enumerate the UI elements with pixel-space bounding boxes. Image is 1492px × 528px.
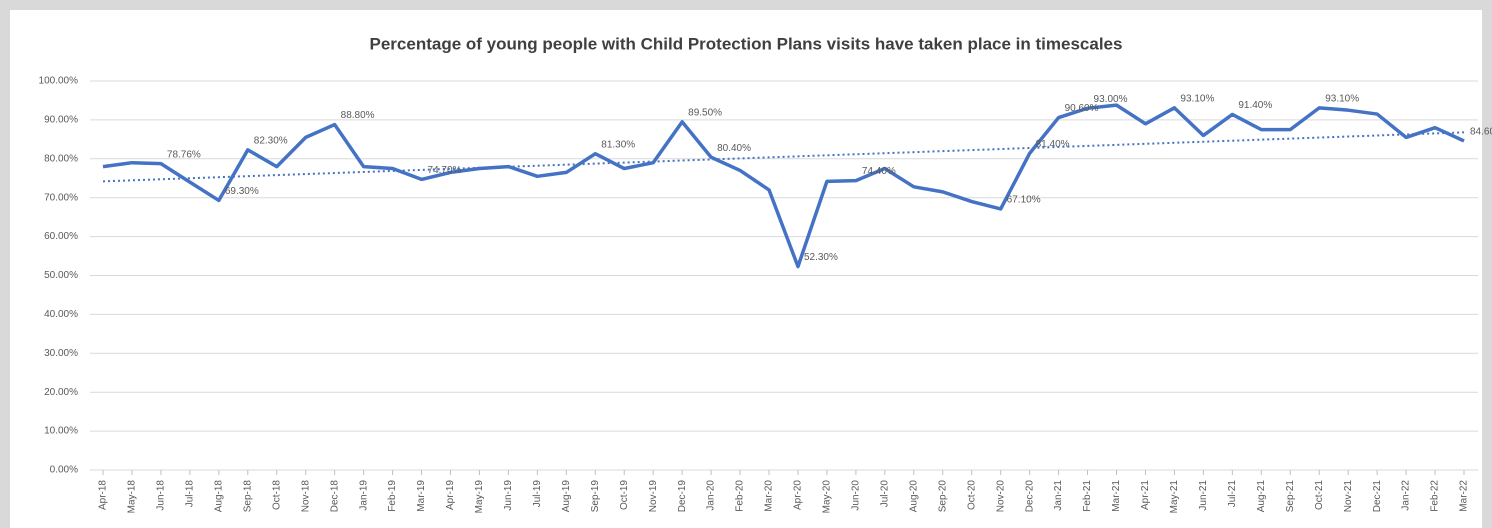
data-label: 93.10% [1325,93,1359,104]
data-label: 90.60% [1065,103,1099,114]
x-tick-label: Aug-18 [213,480,224,513]
x-tick-label: Jun-18 [156,480,167,511]
y-tick-label: 40.00% [44,309,78,320]
trendline [102,131,1465,183]
chart-title: Percentage of young people with Child Pr… [370,34,1123,53]
x-tick-label: Mar-22 [1459,480,1470,512]
data-label: 69.30% [225,186,259,197]
x-tick-label: Jan-22 [1401,480,1412,511]
data-label: 89.50% [688,107,722,118]
x-tick-label: Sep-19 [590,480,601,513]
x-tick-label: Jul-21 [1227,480,1238,508]
x-tick-label: Feb-19 [387,480,398,512]
x-tick-label: Nov-19 [648,480,659,513]
x-tick-label: Sep-20 [937,480,948,513]
data-label: 74.40% [862,166,896,177]
x-tick-label: Jun-19 [503,480,514,511]
x-tick-label: Oct-19 [619,480,630,510]
x-tick-label: May-21 [1169,480,1180,514]
x-tick-label: Jan-19 [358,480,369,511]
x-tick-label: Mar-21 [1111,480,1122,512]
data-label: 88.80% [341,110,375,121]
data-label: 74.70% [428,165,462,176]
x-tick-label: Jul-20 [879,480,890,508]
x-tick-label: Feb-21 [1082,480,1093,512]
x-tick-label: Oct-18 [271,480,282,510]
x-tick-label: Aug-19 [561,480,572,513]
data-label: 67.10% [1007,195,1041,206]
chart-area [10,10,1482,528]
x-tick-label: May-19 [474,480,485,514]
data-label: 81.30% [601,139,635,150]
x-tick-label: Oct-20 [966,480,977,510]
x-tick-label: Jul-18 [185,480,196,508]
x-tick-label: May-20 [822,480,833,514]
x-tick-label: Aug-20 [908,480,919,513]
x-tick-label: Jun-21 [1198,480,1209,511]
data-label: 93.00% [1094,94,1128,105]
data-label: 78.76% [167,149,201,160]
x-tick-label: Jan-21 [1053,480,1064,511]
y-tick-label: 90.00% [44,115,78,126]
data-label: 81.40% [1036,139,1070,150]
x-tick-label: Apr-18 [98,480,109,510]
x-tick-label: Feb-22 [1430,480,1441,512]
data-label: 93.10% [1180,93,1214,104]
data-label: 84.60% [1470,127,1492,138]
data-label: 82.30% [254,135,288,146]
x-tick-label: Jul-19 [532,480,543,508]
x-tick-label: Feb-20 [735,480,746,512]
x-tick-label: Dec-19 [677,480,688,513]
y-tick-label: 70.00% [44,192,78,203]
x-tick-label: May-18 [127,480,138,514]
x-tick-label: Oct-21 [1314,480,1325,510]
x-tick-label: Nov-21 [1343,480,1354,513]
data-label: 52.30% [804,252,838,263]
y-tick-label: 30.00% [44,348,78,359]
x-tick-label: Jun-20 [851,480,862,511]
x-tick-label: Dec-18 [329,480,340,513]
x-tick-label: Apr-20 [793,480,804,510]
y-tick-label: 100.00% [39,76,79,87]
data-label: 91.40% [1238,100,1272,111]
x-tick-label: Mar-19 [416,480,427,512]
y-tick-label: 80.00% [44,153,78,164]
data-label: 80.40% [717,143,751,154]
x-tick-label: Sep-18 [242,480,253,513]
x-tick-label: Nov-20 [995,480,1006,513]
x-tick-label: Mar-20 [764,480,775,512]
y-tick-label: 50.00% [44,270,78,281]
x-tick-label: Dec-20 [1024,480,1035,513]
x-tick-label: Apr-21 [1140,480,1151,510]
y-tick-label: 60.00% [44,231,78,242]
y-tick-label: 0.00% [50,465,78,476]
x-tick-label: Aug-21 [1256,480,1267,513]
x-tick-label: Apr-19 [445,480,456,510]
x-tick-label: Jan-20 [706,480,717,511]
x-tick-label: Dec-21 [1372,480,1383,513]
y-tick-label: 20.00% [44,387,78,398]
x-tick-label: Sep-21 [1285,480,1296,513]
y-tick-label: 10.00% [44,426,78,437]
data-line [102,103,1465,269]
x-tick-label: Nov-18 [300,480,311,513]
